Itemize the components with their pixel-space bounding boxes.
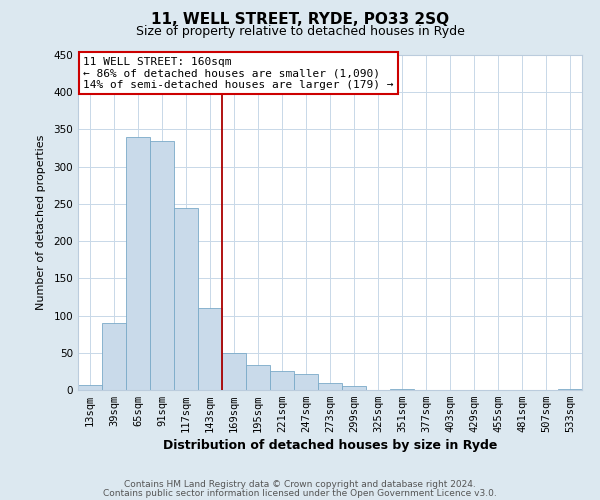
Bar bbox=[78, 385, 102, 390]
X-axis label: Distribution of detached houses by size in Ryde: Distribution of detached houses by size … bbox=[163, 440, 497, 452]
Text: Size of property relative to detached houses in Ryde: Size of property relative to detached ho… bbox=[136, 25, 464, 38]
Y-axis label: Number of detached properties: Number of detached properties bbox=[37, 135, 46, 310]
Bar bbox=[294, 374, 318, 390]
Text: 11 WELL STREET: 160sqm
← 86% of detached houses are smaller (1,090)
14% of semi-: 11 WELL STREET: 160sqm ← 86% of detached… bbox=[83, 56, 394, 90]
Bar bbox=[102, 323, 126, 390]
Bar bbox=[150, 140, 174, 390]
Bar bbox=[198, 308, 222, 390]
Text: 11, WELL STREET, RYDE, PO33 2SQ: 11, WELL STREET, RYDE, PO33 2SQ bbox=[151, 12, 449, 28]
Bar bbox=[126, 137, 150, 390]
Bar bbox=[174, 208, 198, 390]
Bar bbox=[246, 366, 270, 390]
Text: Contains public sector information licensed under the Open Government Licence v3: Contains public sector information licen… bbox=[103, 488, 497, 498]
Bar bbox=[390, 388, 414, 390]
Bar bbox=[270, 370, 294, 390]
Bar bbox=[342, 386, 366, 390]
Text: Contains HM Land Registry data © Crown copyright and database right 2024.: Contains HM Land Registry data © Crown c… bbox=[124, 480, 476, 489]
Bar bbox=[318, 382, 342, 390]
Bar bbox=[222, 353, 246, 390]
